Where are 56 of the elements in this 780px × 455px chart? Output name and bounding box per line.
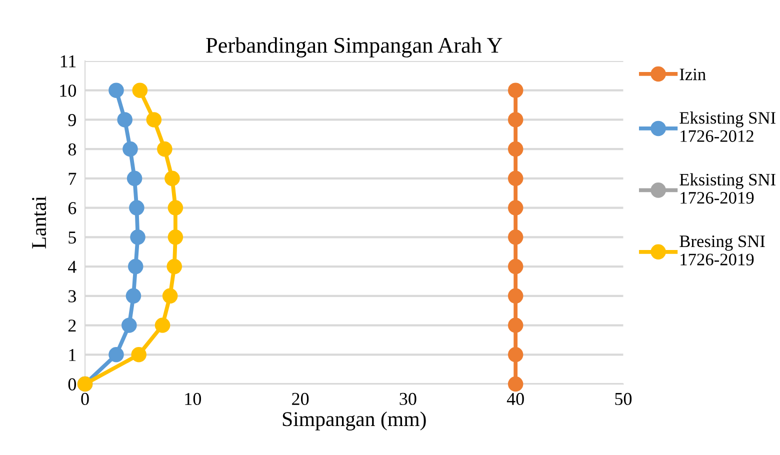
legend-label: Eksisting SNI 1726-2019 <box>680 173 776 204</box>
legend-label: Eksisting SNI 1726-2012 <box>680 112 776 142</box>
x-axis-title: Simpangan (mm) <box>282 412 426 430</box>
x-tick-label: 0 <box>81 392 89 406</box>
point <box>164 170 180 186</box>
point <box>146 112 162 128</box>
x-tick-label: 50 <box>615 392 632 406</box>
y-tick-label: 0 <box>68 378 76 390</box>
y-tick-label: 8 <box>68 143 76 156</box>
point <box>131 347 146 362</box>
point <box>117 112 132 128</box>
point <box>129 200 144 216</box>
y-tick-label: 4 <box>68 260 76 273</box>
point <box>126 288 142 304</box>
point <box>168 200 184 216</box>
y-axis-title: Lantai <box>32 196 46 248</box>
point <box>508 82 524 98</box>
y-tick-label: 2 <box>68 320 76 332</box>
x-tick-label: 20 <box>292 392 309 406</box>
point <box>122 141 138 157</box>
x-tick-label: 40 <box>506 392 524 406</box>
point <box>128 258 144 274</box>
y-tick-label: 1 <box>69 348 76 361</box>
point <box>508 347 524 362</box>
point <box>122 318 137 333</box>
y-tick-label: 9 <box>68 114 76 126</box>
y-tick-label: 10 <box>60 84 76 97</box>
legend-label: Izin <box>680 68 706 80</box>
x-tick-label: 10 <box>185 392 201 406</box>
y-tick-label: 3 <box>68 290 76 302</box>
y-tick-label: 5 <box>68 232 76 244</box>
point <box>154 318 170 333</box>
point <box>126 170 142 186</box>
x-tick-label: 30 <box>400 392 416 406</box>
point <box>508 112 524 128</box>
point <box>508 376 524 392</box>
legend-label: Bresing SNI 1726-2019 <box>680 235 765 266</box>
point <box>162 288 178 304</box>
point <box>508 288 524 304</box>
point <box>166 258 182 274</box>
point <box>508 141 524 157</box>
point <box>508 318 524 333</box>
point <box>108 347 124 362</box>
point <box>508 170 524 186</box>
chart-title: Perbandingan Simpangan Arah Y <box>206 37 502 58</box>
y-tick-label: 7 <box>68 172 76 185</box>
point <box>132 82 148 98</box>
point <box>130 230 146 245</box>
point <box>108 82 124 98</box>
point <box>508 200 524 216</box>
point <box>508 230 524 245</box>
y-tick-label: 11 <box>60 55 76 68</box>
point <box>157 141 172 157</box>
point <box>168 230 184 245</box>
y-tick-label: 6 <box>68 202 76 214</box>
point <box>508 258 524 274</box>
